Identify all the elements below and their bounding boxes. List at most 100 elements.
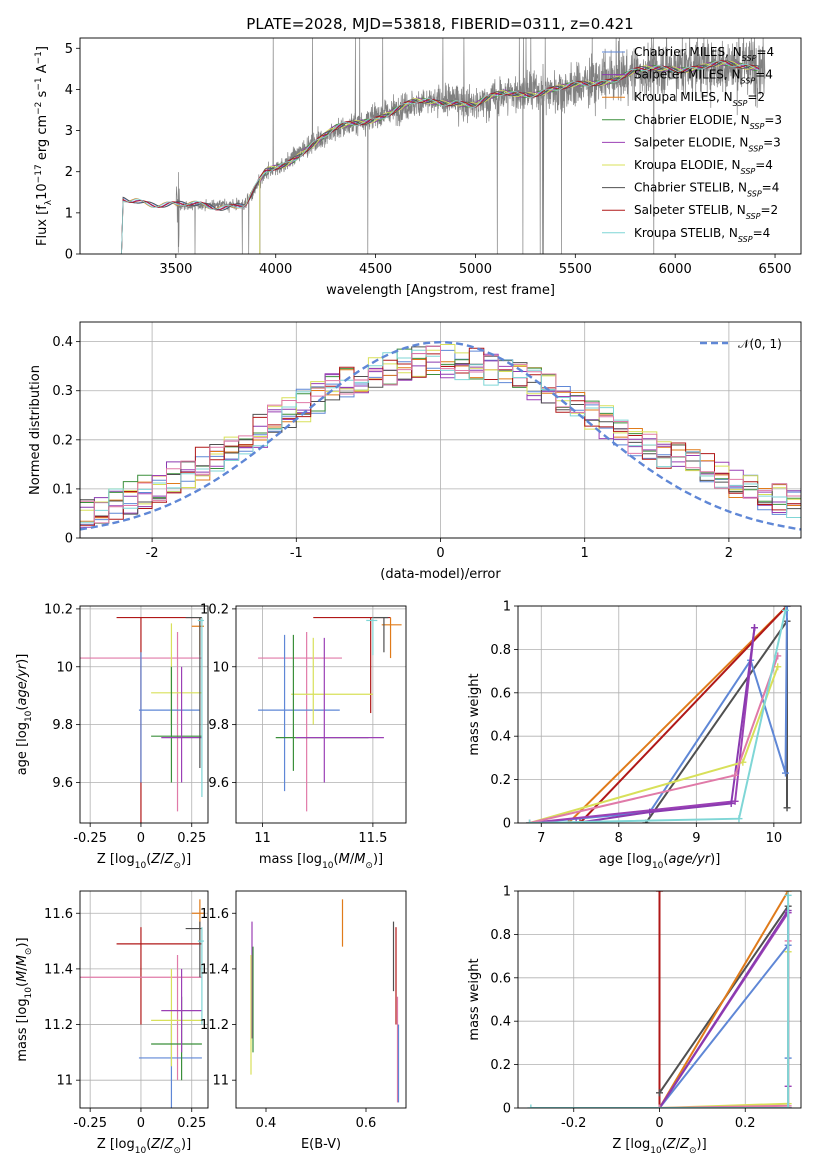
y-tick-label: 0.4: [490, 730, 511, 745]
age-z-marks: [80, 616, 204, 823]
x-tick-label: 0.4: [256, 1116, 277, 1131]
legend-entry: Kroupa ELODIE, NSSP=4: [634, 158, 773, 176]
weight-line: [567, 606, 788, 823]
y-tick-label: 10: [212, 660, 229, 675]
age-mass-marks: [258, 616, 402, 812]
y-tick-label: 11.2: [200, 1018, 229, 1033]
x-tick-label: -0.25: [73, 1116, 107, 1131]
axes-frame: [235, 890, 407, 1109]
mass-ebv-plot: 0.4 0.6 11 11.2 11.4 11.6 E(B-V): [200, 890, 407, 1152]
weight-line: [529, 610, 787, 823]
weight-line: [530, 895, 790, 1108]
model-spectrum-kroupa-stelib: [119, 60, 760, 254]
y-tick-label: 0: [503, 817, 511, 832]
legend-entry: Kroupa STELIB, NSSP=4: [634, 226, 770, 244]
y-axis-label: age [log10(age/yr)]: [15, 654, 34, 776]
x-tick-label: -0.25: [73, 831, 107, 846]
y-tick-label: 0.6: [490, 971, 511, 986]
x-tick-label: 2: [725, 546, 733, 561]
weight-line: [658, 891, 789, 1108]
residuals-marks: [80, 340, 801, 538]
age-weight-plot: 7 8 9 10 0 0.2 0.4 0.6 0.8 1 age [log10(age/yr)] ma…: [467, 600, 802, 871]
mass-ebv-marks: [250, 899, 400, 1103]
weight-line: [576, 627, 756, 823]
x-tick-label: 9: [692, 831, 700, 846]
axes-frame: [517, 890, 802, 1109]
y-tick-label: 0.2: [52, 433, 73, 448]
x-axis-label: wavelength [Angstrom, rest frame]: [326, 283, 555, 298]
x-tick-label: -0.2: [561, 1116, 586, 1131]
axes-frame: [79, 321, 802, 539]
x-axis-label: Z [log10(Z/Z⊙)]: [97, 1137, 191, 1156]
weight-line: [658, 942, 790, 1108]
x-tick-label: 4000: [259, 262, 292, 277]
y-tick-label: 0.2: [490, 1058, 511, 1073]
y-tick-label: 11.6: [44, 907, 73, 922]
x-tick-label: 6000: [659, 262, 692, 277]
x-axis-label: E(B-V): [301, 1137, 341, 1152]
x-tick-label: 1: [581, 546, 589, 561]
x-tick-label: 5500: [559, 262, 592, 277]
model-spectrum-kroupa-elodie: [259, 60, 759, 254]
y-axis-label: Normed distribution: [28, 365, 43, 495]
y-tick-label: 1: [503, 600, 511, 615]
mass-z-marks: [80, 899, 204, 1108]
axes-frame: [79, 890, 209, 1109]
x-tick-label: 11: [254, 831, 271, 846]
weight-line: [645, 618, 788, 823]
x-tick-label: 5000: [459, 262, 492, 277]
x-axis-label: Z [log10(Z/Z⊙)]: [97, 852, 191, 871]
y-tick-label: 9.8: [52, 718, 73, 733]
y-axis-label: mass weight: [467, 958, 482, 1040]
spectrum-title: PLATE=2028, MJD=53818, FIBERID=0311, z=0…: [246, 15, 633, 33]
legend-entry: 𝒩(0, 1): [738, 337, 782, 351]
y-tick-label: 0.8: [490, 643, 511, 658]
x-tick-label: 0: [655, 1116, 663, 1131]
x-tick-label: 0: [137, 831, 145, 846]
y-tick-label: 2: [65, 165, 73, 180]
axes-frame: [79, 37, 802, 255]
axes-frame: [79, 605, 209, 824]
y-tick-label: 0: [503, 1102, 511, 1117]
y-tick-label: 9.8: [208, 718, 229, 733]
legend-entry: Chabrier ELODIE, NSSP=3: [634, 113, 782, 131]
y-tick-label: 0: [65, 532, 73, 547]
x-tick-label: 8: [615, 831, 623, 846]
y-tick-label: 0.8: [490, 928, 511, 943]
y-tick-label: 3: [65, 124, 73, 139]
x-tick-label: 0.2: [735, 1116, 756, 1131]
y-tick-label: 11.2: [44, 1018, 73, 1033]
x-tick-label: 3500: [159, 262, 192, 277]
y-tick-label: 0.2: [490, 773, 511, 788]
axes-frame: [517, 605, 802, 824]
model-spectrum-salpeter-stelib: [119, 60, 760, 254]
y-tick-label: 10.2: [200, 602, 229, 617]
x-axis-label: (data-model)/error: [380, 567, 501, 582]
x-axis-label: Z [log10(Z/Z⊙)]: [612, 1137, 706, 1156]
y-tick-label: 11.4: [44, 962, 73, 977]
x-tick-label: 0.25: [177, 1116, 206, 1131]
x-tick-label: -2: [146, 546, 159, 561]
legend-entry: Kroupa MILES, NSSP=2: [634, 90, 765, 108]
y-tick-label: 9.6: [52, 776, 73, 791]
x-tick-label: -1: [290, 546, 303, 561]
y-tick-label: 11: [56, 1074, 73, 1089]
y-axis-label: mass weight: [467, 673, 482, 755]
x-tick-label: 7: [537, 831, 545, 846]
weight-line: [529, 627, 756, 823]
legend-entry: Salpeter ELODIE, NSSP=3: [634, 135, 781, 153]
y-tick-label: 9.6: [208, 776, 229, 791]
y-tick-label: 0.6: [490, 686, 511, 701]
x-tick-label: 0.25: [177, 831, 206, 846]
x-tick-label: 0: [436, 546, 444, 561]
normal-curve: [80, 340, 801, 531]
y-tick-label: 0.4: [52, 335, 73, 350]
x-tick-label: 0.6: [356, 1116, 377, 1131]
y-axis-label: mass [log10(M/M⊙)]: [15, 937, 34, 1061]
x-tick-label: 11.5: [358, 831, 387, 846]
mass-z-plot: -0.25 0 0.25 11 11.2 11.4 11.6 Z [log10(Z/Z⊙)] m…: [15, 890, 209, 1156]
z-weight-plot: -0.2 0 0.2 0 0.2 0.4 0.6 0.8 1 Z [log10(Z/Z⊙)] mas…: [467, 885, 802, 1156]
age-mass-plot: 11 11.5 9.6 9.8 10 10.2 mass [log10(M/M⊙)]: [200, 602, 407, 871]
weight-line: [529, 606, 788, 823]
